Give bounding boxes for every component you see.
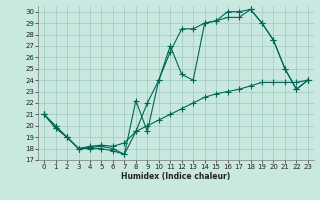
X-axis label: Humidex (Indice chaleur): Humidex (Indice chaleur) (121, 172, 231, 181)
